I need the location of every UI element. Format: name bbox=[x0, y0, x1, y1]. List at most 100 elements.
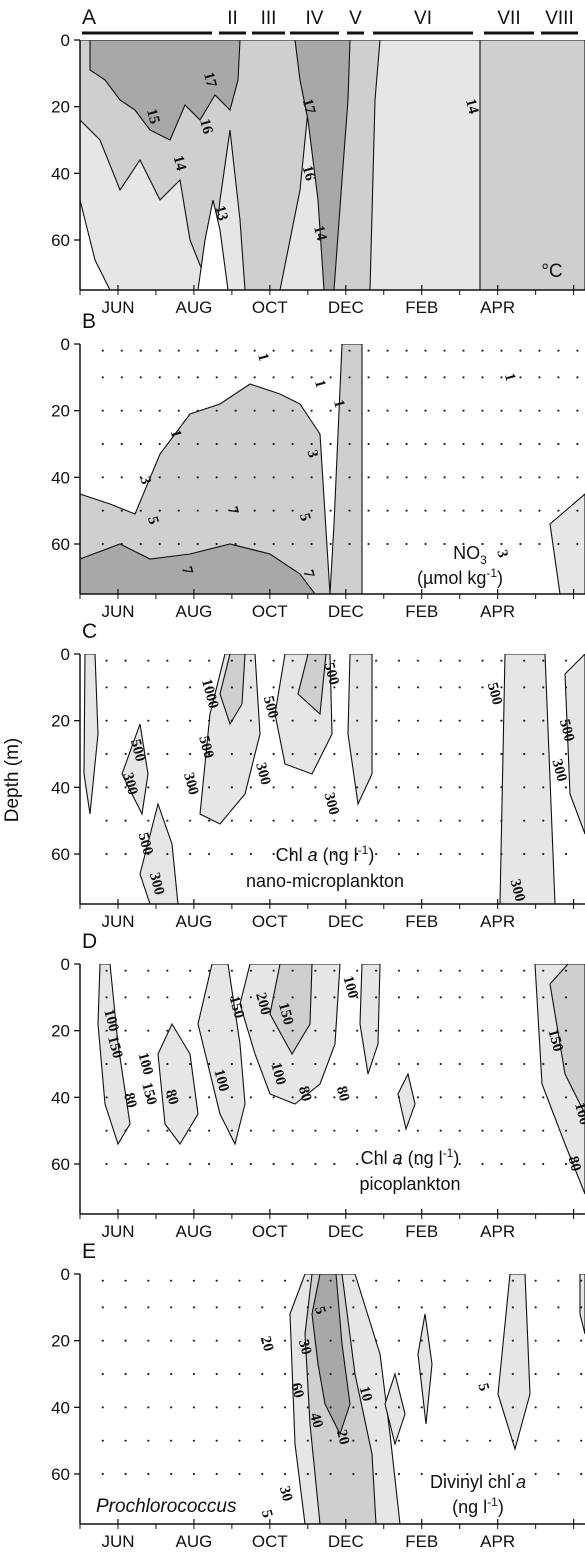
sample-dot bbox=[439, 1062, 442, 1066]
sample-dot bbox=[576, 349, 579, 352]
panel-a: 17 15 16 14 13 17 16 14 14 0 20 40 60 JUN AUG OCT DEC FEB… bbox=[51, 8, 585, 317]
sample-dot bbox=[177, 409, 180, 412]
sample-dot bbox=[166, 719, 169, 722]
sample-dot bbox=[139, 376, 142, 379]
sample-dot bbox=[291, 996, 294, 999]
sample-dot bbox=[120, 476, 123, 479]
sample-dot bbox=[158, 376, 161, 379]
sample-dot bbox=[207, 996, 211, 999]
sample-dot bbox=[120, 376, 123, 379]
sample-dot bbox=[170, 1279, 173, 1282]
sample-dot bbox=[466, 1279, 469, 1282]
contour-region bbox=[311, 1274, 351, 1436]
sample-dot bbox=[443, 1339, 446, 1342]
sample-dot bbox=[481, 819, 484, 822]
sample-dot bbox=[424, 409, 427, 412]
sample-dot bbox=[356, 659, 359, 662]
x-tick-label: AUG bbox=[175, 1222, 212, 1241]
sample-dot bbox=[481, 542, 484, 546]
sample-dot bbox=[329, 509, 332, 512]
sample-dot bbox=[519, 349, 522, 352]
sample-dot bbox=[466, 1439, 469, 1442]
sample-dot bbox=[120, 509, 123, 512]
panel-letter-b: B bbox=[82, 310, 96, 333]
sample-dot bbox=[500, 1129, 503, 1132]
y-tick-label: 0 bbox=[61, 645, 70, 664]
sample-dot bbox=[500, 752, 503, 756]
sample-dot bbox=[207, 1062, 211, 1066]
sample-dot bbox=[124, 1306, 127, 1309]
x-tick-label: DEC bbox=[328, 602, 364, 621]
sample-dot bbox=[348, 542, 351, 546]
sample-dot bbox=[124, 1096, 127, 1099]
sample-dot bbox=[500, 509, 503, 512]
sample-dot bbox=[158, 442, 161, 446]
sample-dot bbox=[166, 752, 169, 756]
sample-dot bbox=[139, 509, 142, 512]
contour-label: 500 bbox=[260, 694, 281, 720]
sample-dot bbox=[310, 509, 313, 512]
sample-dot bbox=[310, 349, 313, 352]
sample-dot bbox=[538, 542, 541, 546]
sample-dot bbox=[166, 686, 169, 689]
sample-dot bbox=[147, 659, 150, 662]
contour-label: 10 bbox=[356, 1385, 375, 1404]
sample-dot bbox=[416, 819, 420, 822]
sample-dot bbox=[306, 1306, 309, 1309]
sample-dot bbox=[291, 686, 294, 689]
contour-label: 17 bbox=[200, 71, 219, 90]
sample-dot bbox=[348, 376, 351, 379]
sample-dot bbox=[189, 786, 192, 789]
sample-dot bbox=[101, 509, 104, 512]
sample-dot bbox=[443, 1406, 446, 1409]
sample-dot bbox=[147, 1339, 150, 1342]
contour-label: 1 bbox=[311, 378, 328, 389]
sample-dot bbox=[189, 1162, 192, 1166]
sample-dot bbox=[166, 659, 169, 662]
sample-dot bbox=[261, 1372, 264, 1376]
y-tick-label: 40 bbox=[51, 1088, 70, 1107]
sample-dot bbox=[439, 996, 442, 999]
sample-dot bbox=[397, 786, 401, 789]
x-tick-label: JUN bbox=[101, 1532, 134, 1551]
sample-dot bbox=[511, 1406, 514, 1409]
sample-dot bbox=[356, 719, 359, 722]
sample-dot bbox=[538, 509, 541, 512]
sample-dot bbox=[538, 442, 541, 446]
sample-dot bbox=[564, 686, 568, 689]
x-tick-label: FEB bbox=[405, 1532, 438, 1551]
sample-dot bbox=[481, 1096, 484, 1099]
sample-dot bbox=[101, 1372, 104, 1376]
sample-dot bbox=[416, 1096, 420, 1099]
contour-region bbox=[297, 654, 327, 716]
sample-dot bbox=[534, 1472, 537, 1476]
sample-dot bbox=[215, 1279, 218, 1282]
sample-dot bbox=[230, 752, 233, 756]
contour-label: 1 bbox=[167, 428, 184, 439]
x-tick-label: APR bbox=[480, 298, 515, 317]
sample-dot bbox=[234, 409, 237, 412]
contour-region bbox=[329, 344, 363, 594]
sample-dot bbox=[105, 1029, 108, 1032]
sample-dot bbox=[542, 686, 545, 689]
sample-dot bbox=[416, 996, 420, 999]
contour-region bbox=[121, 723, 149, 816]
x-tick-label: DEC bbox=[328, 1532, 364, 1551]
sample-dot bbox=[333, 659, 336, 662]
sample-dot bbox=[230, 969, 233, 972]
sample-dot bbox=[397, 686, 401, 689]
sample-dot bbox=[511, 1472, 514, 1476]
sample-dot bbox=[523, 659, 526, 662]
sample-dot bbox=[124, 1129, 127, 1132]
sample-dot bbox=[230, 1029, 233, 1032]
contour-region bbox=[157, 1022, 199, 1145]
sample-dot bbox=[443, 1306, 446, 1309]
sample-dot bbox=[538, 409, 541, 412]
x-tick-label: DEC bbox=[328, 298, 364, 317]
contour-label: 1 bbox=[330, 398, 347, 409]
y-tick-label: 40 bbox=[51, 468, 70, 487]
sample-dot bbox=[420, 1439, 423, 1442]
contour-label: 5 bbox=[474, 1381, 491, 1392]
sample-dot bbox=[542, 1162, 545, 1166]
sample-dot bbox=[272, 1062, 275, 1066]
